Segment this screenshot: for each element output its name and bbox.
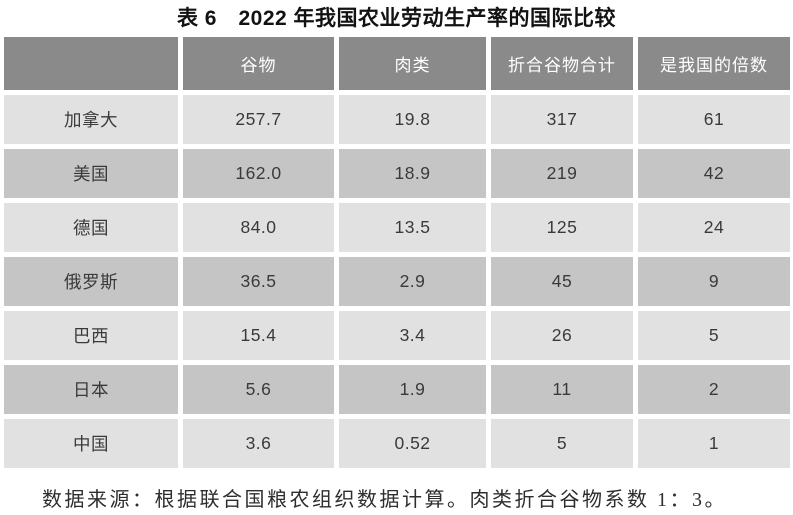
cell-value: 24 — [638, 203, 790, 252]
cell-value: 84.0 — [183, 203, 334, 252]
row-label: 俄罗斯 — [4, 257, 178, 306]
column-header-grain: 谷物 — [183, 37, 334, 90]
comparison-table: 谷物 肉类 折合谷物合计 是我国的倍数 加拿大 257.7 19.8 317 6… — [4, 37, 790, 468]
table-row-usa: 美国 162.0 18.9 219 42 — [4, 149, 790, 198]
cell-value: 2 — [638, 365, 790, 414]
cell-value: 219 — [491, 149, 633, 198]
table-row-japan: 日本 5.6 1.9 11 2 — [4, 365, 790, 414]
row-label: 德国 — [4, 203, 178, 252]
cell-value: 61 — [638, 95, 790, 144]
cell-value: 0.52 — [339, 419, 486, 468]
row-label: 加拿大 — [4, 95, 178, 144]
cell-value: 45 — [491, 257, 633, 306]
cell-value: 9 — [638, 257, 790, 306]
cell-value: 1.9 — [339, 365, 486, 414]
data-source-note: 数据来源：根据联合国粮农组织数据计算。肉类折合谷物系数 1：3。 — [42, 489, 727, 511]
cell-value: 2.9 — [339, 257, 486, 306]
cell-value: 13.5 — [339, 203, 486, 252]
page-title: 表 6 2022 年我国农业劳动生产率的国际比较 — [176, 7, 617, 30]
table-row-brazil: 巴西 15.4 3.4 26 5 — [4, 311, 790, 360]
cell-value: 42 — [638, 149, 790, 198]
row-label: 美国 — [4, 149, 178, 198]
row-label: 日本 — [4, 365, 178, 414]
cell-value: 18.9 — [339, 149, 486, 198]
cell-value: 1 — [638, 419, 790, 468]
table-row-russia: 俄罗斯 36.5 2.9 45 9 — [4, 257, 790, 306]
cell-value: 125 — [491, 203, 633, 252]
cell-value: 15.4 — [183, 311, 334, 360]
cell-value: 26 — [491, 311, 633, 360]
cell-value: 11 — [491, 365, 633, 414]
cell-value: 5.6 — [183, 365, 334, 414]
cell-value: 257.7 — [183, 95, 334, 144]
table-header-row: 谷物 肉类 折合谷物合计 是我国的倍数 — [4, 37, 790, 90]
cell-value: 3.4 — [339, 311, 486, 360]
cell-value: 5 — [638, 311, 790, 360]
table-row-china: 中国 3.6 0.52 5 1 — [4, 419, 790, 468]
cell-value: 36.5 — [183, 257, 334, 306]
column-header-multiple: 是我国的倍数 — [638, 37, 790, 90]
column-header-total: 折合谷物合计 — [491, 37, 633, 90]
row-label: 巴西 — [4, 311, 178, 360]
table-row-germany: 德国 84.0 13.5 125 24 — [4, 203, 790, 252]
cell-value: 19.8 — [339, 95, 486, 144]
cell-value: 3.6 — [183, 419, 334, 468]
table-row-canada: 加拿大 257.7 19.8 317 61 — [4, 95, 790, 144]
cell-value: 162.0 — [183, 149, 334, 198]
cell-value: 5 — [491, 419, 633, 468]
row-label: 中国 — [4, 419, 178, 468]
column-header-empty — [4, 37, 178, 90]
column-header-meat: 肉类 — [339, 37, 486, 90]
cell-value: 317 — [491, 95, 633, 144]
